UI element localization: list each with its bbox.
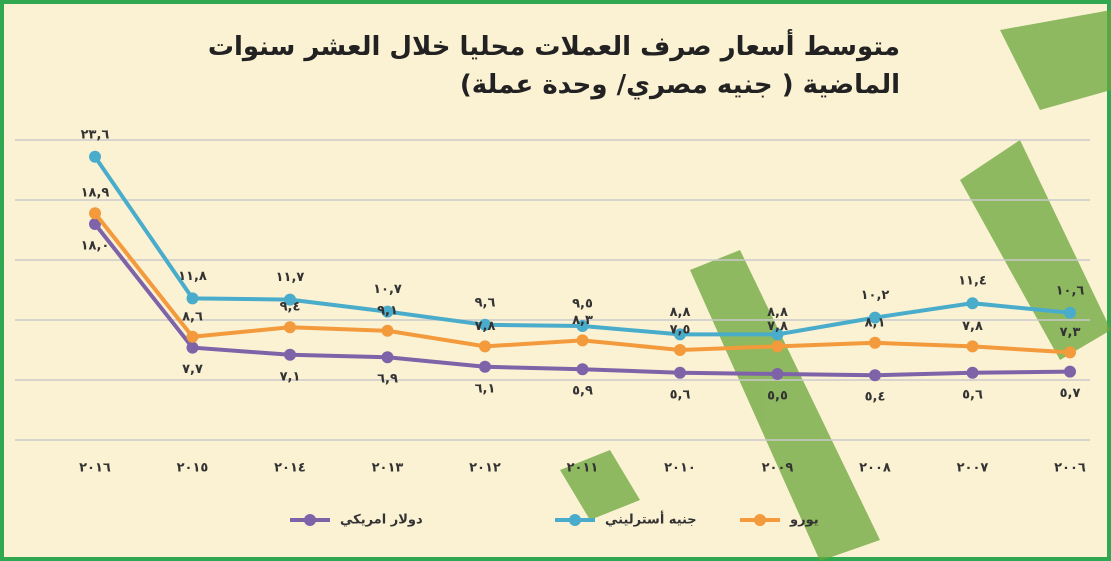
data-label: ٨,٨ [767,305,788,320]
data-label: ٩,١ [377,303,398,318]
x-tick-label: ٢٠١٢ [469,461,501,476]
point [869,369,881,381]
x-tick-label: ٢٠١٠ [664,461,696,476]
data-label: ٨,١ [865,315,886,330]
data-label: ١٨,٩ [81,186,110,201]
data-label: ٧,٨ [475,319,496,334]
point [187,292,199,304]
point [479,361,491,373]
data-label: ٧,٥ [670,323,691,338]
point [479,340,491,352]
legend-label: جنيه أسترليني [605,511,697,528]
data-label: ٥,٦ [962,387,983,402]
data-label: ١٨,٠ [81,239,110,254]
page: ٢٠١٦ ٢٠١٥ ٢٠١٤ ٢٠١٣ ٢٠١٢ ٢٠١١ ٢٠١٠ ٢٠٠٩ ٢٠٠٨ ٢٠٠٧… [0,0,1111,561]
data-label: ٢٣,٦ [81,127,110,142]
point [967,367,979,379]
data-label: ٦,١ [475,381,496,396]
data-label: ٩,٥ [572,297,593,312]
data-label: ١٠,٧ [373,282,402,297]
data-label: ٧,٧ [182,362,203,377]
legend-marker [569,514,581,526]
data-label: ٧,٣ [1060,325,1081,340]
data-label: ١١,٧ [276,270,305,285]
legend-marker [304,514,316,526]
legend-label: يورو [789,513,819,528]
data-label: ٧,١ [280,369,301,384]
data-label: ٥,٦ [670,387,691,402]
point [869,337,881,349]
point [382,325,394,337]
data-label: ٥,٧ [1060,386,1081,401]
data-label: ٥,٥ [767,389,788,404]
x-tick-label: ٢٠١١ [567,461,599,476]
point [1064,366,1076,378]
data-label: ٨,٨ [670,305,691,320]
x-tick-label: ٢٠٠٨ [859,461,891,476]
legend-label: دولار امريكي [340,513,423,528]
point [89,207,101,219]
data-label: ٦,٩ [377,372,398,387]
point [674,344,686,356]
point [1064,346,1076,358]
point [187,342,199,354]
data-label: ٨,٦ [182,309,203,324]
data-label: ١٠,٦ [1056,283,1085,298]
chart-title: متوسط أسعار صرف العملات محليا خلال العشر… [180,28,900,104]
point [284,349,296,361]
point [772,340,784,352]
x-tick-label: ٢٠٠٧ [957,461,989,476]
x-tick-label: ٢٠١٥ [177,461,209,476]
data-label: ٩,٦ [475,295,496,310]
point [284,321,296,333]
point [382,351,394,363]
point [772,368,784,380]
x-tick-label: ٢٠١٤ [274,461,306,476]
data-label: ١٠,٢ [861,288,890,303]
legend-marker [754,514,766,526]
data-label: ٩,٤ [280,300,301,315]
point [577,334,589,346]
point [89,151,101,163]
point [967,297,979,309]
point [577,363,589,375]
x-tick-label: ٢٠١٦ [79,461,111,476]
point [967,340,979,352]
point [187,331,199,343]
data-label: ١١,٨ [178,269,207,284]
x-tick-label: ٢٠٠٦ [1054,461,1086,476]
data-label: ٥,٤ [865,390,886,405]
x-tick-label: ٢٠٠٩ [762,461,794,476]
point [1064,307,1076,319]
x-tick-label: ٢٠١٣ [372,461,404,476]
data-label: ٧,٨ [962,319,983,334]
data-label: ٧,٨ [767,319,788,334]
data-label: ١١,٤ [958,274,987,289]
data-label: ٥,٩ [572,384,593,399]
point [674,367,686,379]
data-label: ٨,٣ [572,313,593,328]
